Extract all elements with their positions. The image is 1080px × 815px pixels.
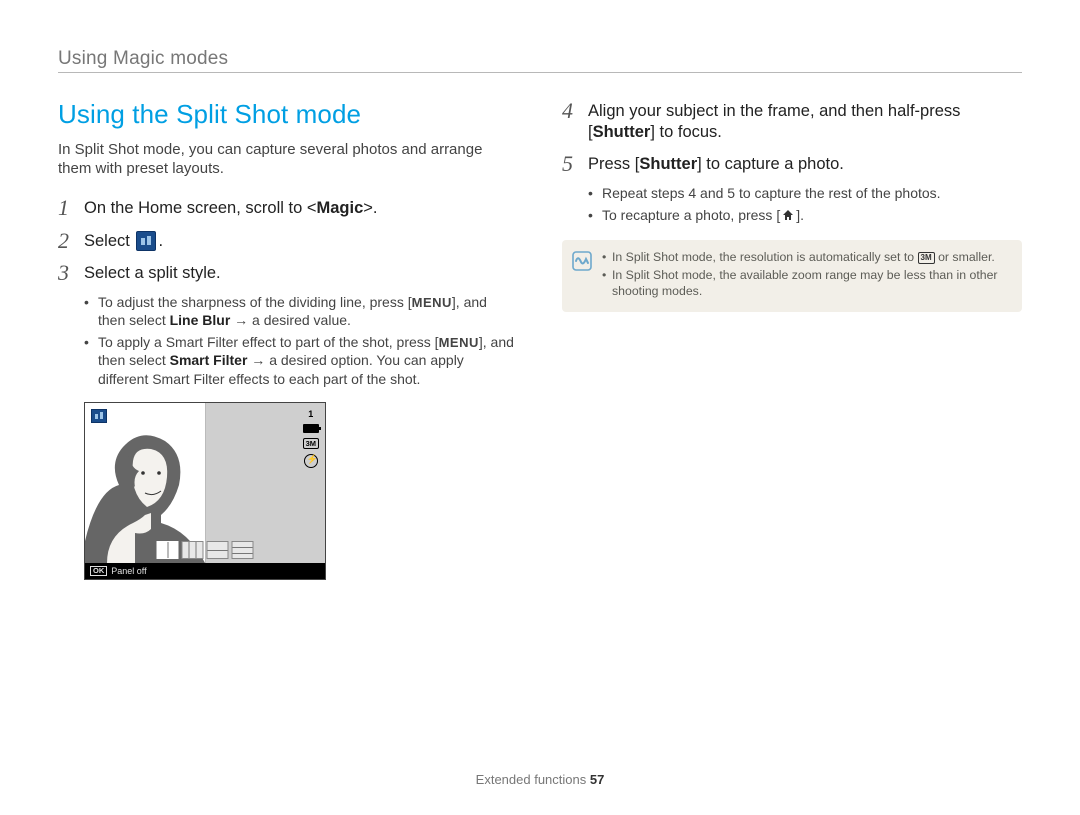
step-3-bullets: To adjust the sharpness of the dividing …	[58, 293, 518, 388]
shot-count: 1	[308, 409, 313, 419]
note-zoom: In Split Shot mode, the available zoom r…	[602, 268, 1010, 300]
step-number: 4	[562, 99, 588, 123]
split-pane-active	[85, 403, 205, 563]
step-5-bullets: Repeat steps 4 and 5 to capture the rest…	[562, 184, 1022, 224]
layout-option-v2	[157, 541, 179, 559]
screen-body: 1 3M	[85, 403, 325, 563]
step-text: Select a split style.	[84, 261, 221, 284]
layout-option-h2	[207, 541, 229, 559]
step-text: Press [Shutter] to capture a photo.	[588, 152, 844, 175]
page-footer: Extended functions 57	[0, 772, 1080, 787]
screen-status-icons: 1 3M	[303, 409, 319, 468]
step-number: 3	[58, 261, 84, 285]
section-title: Using the Split Shot mode	[58, 99, 518, 130]
camera-screen-preview: 1 3M OK Panel off	[84, 402, 326, 580]
layout-option-v3	[182, 541, 204, 559]
panel-off-label: Panel off	[111, 566, 146, 576]
ok-button-label: OK	[90, 566, 107, 576]
split-shot-mode-icon	[136, 231, 156, 251]
bullet-line-blur: To adjust the sharpness of the dividing …	[84, 293, 518, 330]
info-icon	[572, 251, 592, 271]
step-5: 5 Press [Shutter] to capture a photo.	[562, 152, 1022, 176]
note-box: In Split Shot mode, the resolution is au…	[562, 240, 1022, 312]
flash-icon	[304, 454, 318, 468]
two-column-layout: Using the Split Shot mode In Split Shot …	[58, 99, 1022, 580]
resolution-badge-icon: 3M	[303, 438, 319, 449]
note-list: In Split Shot mode, the resolution is au…	[602, 250, 1010, 302]
step-number: 1	[58, 196, 84, 220]
step-text: On the Home screen, scroll to <Magic>.	[84, 196, 377, 219]
resolution-badge-icon: 3M	[918, 252, 935, 264]
layout-option-strip	[157, 541, 254, 559]
split-shot-mode-icon	[91, 409, 107, 423]
step-number: 5	[562, 152, 588, 176]
split-pane-inactive: 1 3M	[205, 403, 326, 563]
step-4: 4 Align your subject in the frame, and t…	[562, 99, 1022, 144]
step-1: 1 On the Home screen, scroll to <Magic>.	[58, 196, 518, 220]
step-2: 2 Select .	[58, 229, 518, 253]
left-column: Using the Split Shot mode In Split Shot …	[58, 99, 518, 580]
note-resolution: In Split Shot mode, the resolution is au…	[602, 250, 1010, 266]
step-text: Select .	[84, 229, 163, 252]
layout-option-h3	[232, 541, 254, 559]
breadcrumb: Using Magic modes	[58, 48, 1022, 70]
step-number: 2	[58, 229, 84, 253]
bullet-smart-filter: To apply a Smart Filter effect to part o…	[84, 333, 518, 388]
step-3: 3 Select a split style.	[58, 261, 518, 285]
bullet-recapture: To recapture a photo, press [].	[588, 206, 1022, 224]
screen-footer: OK Panel off	[85, 563, 325, 579]
menu-button-label: MENU	[412, 294, 452, 311]
bullet-repeat: Repeat steps 4 and 5 to capture the rest…	[588, 184, 1022, 202]
header-rule	[58, 72, 1022, 73]
menu-button-label: MENU	[439, 334, 479, 351]
split-shot-intro: In Split Shot mode, you can capture seve…	[58, 140, 518, 178]
battery-icon	[303, 424, 319, 433]
step-text: Align your subject in the frame, and the…	[588, 99, 1022, 144]
home-icon	[781, 210, 795, 222]
right-column: 4 Align your subject in the frame, and t…	[562, 99, 1022, 580]
